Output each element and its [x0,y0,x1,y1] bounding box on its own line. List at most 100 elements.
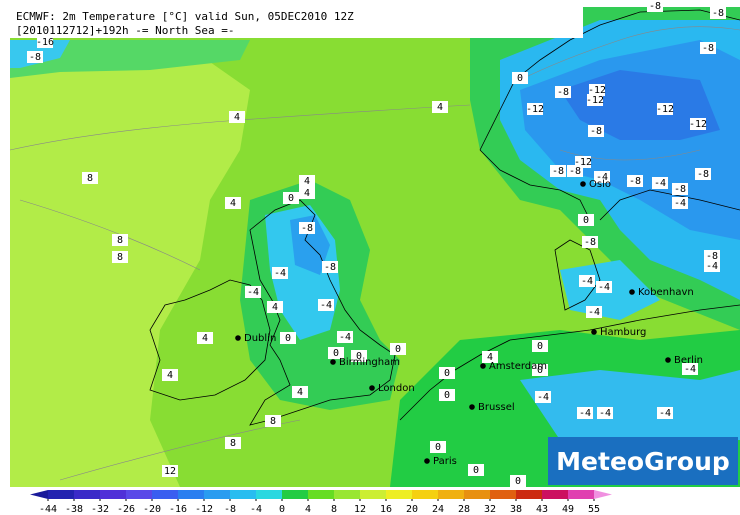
city-dot [480,363,486,369]
scale-tick-label: -12 [195,504,213,515]
scale-segment [126,490,153,499]
city-label: London [378,383,415,394]
contour-label-box [567,165,583,177]
contour-label: 8 [230,438,236,449]
contour-label-box [700,42,716,54]
contour-label: -8 [552,166,564,177]
scale-tick-label: -8 [224,504,236,515]
contour-label: 12 [164,466,176,477]
header-box [10,7,583,38]
scale-tick-label: 8 [331,504,337,515]
contour-label: 4 [487,352,493,363]
city-dot [369,385,375,391]
scale-segment [438,490,465,499]
city-dot [665,357,671,363]
contour-label-box [579,275,595,287]
contour-label-box [430,441,446,453]
city-dot [235,335,241,341]
contour-label: -8 [324,262,336,273]
contour-label: -4 [596,172,608,183]
contour-label-box [229,111,245,123]
contour-label: -4 [581,276,593,287]
contour-label-box [588,125,604,137]
contour-label: -8 [649,1,661,12]
contour-label: -12 [588,85,606,96]
contour-label: -4 [320,300,332,311]
scale-segment [100,490,127,499]
scale-segment [334,490,361,499]
scale-tick-label: 38 [510,504,522,515]
scale-tick-label: -4 [250,504,262,515]
contour-label-box [710,7,726,19]
contour-label: -4 [247,287,259,298]
contour-label-box [578,214,594,226]
contour-label-box [197,332,213,344]
contour-label: -8 [557,87,569,98]
contour-label-box [27,51,43,63]
contour-label: -8 [590,126,602,137]
contour-label: -4 [599,408,611,419]
contour-label-box [532,364,548,376]
contour-label-box [272,267,288,279]
contour-label: 0 [435,442,441,453]
contour-label-box [292,386,308,398]
scale-tick-label: 0 [279,504,285,515]
contour-label-box [280,332,296,344]
contour-label: -8 [584,237,596,248]
contour-label: 4 [230,198,236,209]
city-label: Hamburg [600,327,646,338]
contour-label-box [351,350,367,362]
contour-label: -8 [702,43,714,54]
map-title: ECMWF: 2m Temperature [°C] valid Sun, 05… [16,10,354,23]
city-dot [330,359,336,365]
contour-label-box [555,86,571,98]
city-label: Berlin [674,355,703,366]
contour-label-box [627,175,643,187]
scale-segment [464,490,491,499]
scale-end [594,490,612,499]
contour-label-box [657,407,673,419]
contour-label-box [682,363,698,375]
contour-label: -4 [537,392,549,403]
city-label: Birmingham [339,357,400,368]
contour-label: -4 [706,261,718,272]
contour-label-box [535,391,551,403]
contour-label-box [162,369,178,381]
contour-label: -8 [301,223,313,234]
contour-label-box [432,101,448,113]
scale-tick-label: 16 [380,504,392,515]
scale-tick-label: -44 [39,504,57,515]
contour-label-box [439,367,455,379]
contour-label: 0 [444,390,450,401]
logo: MeteoGroup [556,447,730,476]
contour-label-box [299,175,315,187]
contour-label: -4 [598,282,610,293]
city-dot [591,329,597,335]
city-label: Brussel [478,402,515,413]
contour-label: 8 [87,173,93,184]
city-label: Kobenhavn [638,287,694,298]
contour-label-box [672,197,688,209]
contour-label: -16 [36,37,54,48]
contour-label-box [322,261,338,273]
city-dot [580,181,586,187]
contour-label-box [37,36,53,48]
scale-tick-label: -16 [169,504,187,515]
contour-label-box [299,187,315,199]
contour-label-box [468,464,484,476]
contour-label: 0 [356,351,362,362]
contour-label-box [112,234,128,246]
contour-label: -8 [29,52,41,63]
contour-label-box [510,475,526,487]
scale-segment [490,490,517,499]
contour-label-box [597,407,613,419]
contour-label-box [482,351,498,363]
scale-segment [230,490,257,499]
city-dot [469,404,475,410]
contour-label-box [586,306,602,318]
city-label: Dublin [244,333,276,344]
scale-tick-label: 12 [354,504,366,515]
